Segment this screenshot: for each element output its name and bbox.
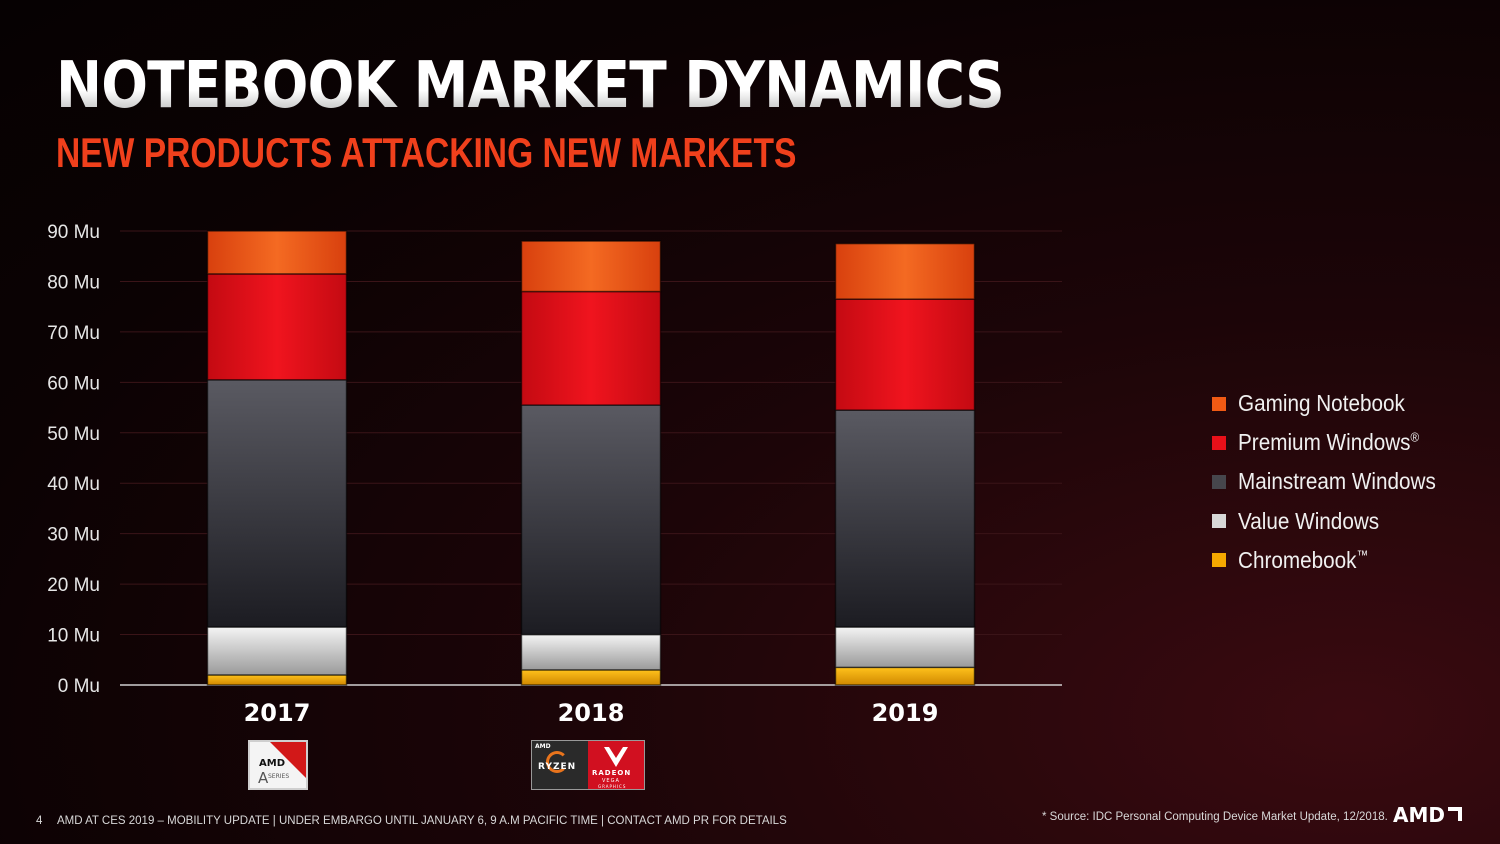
badge-series-text: SERIES (268, 773, 290, 780)
amd-a-series-badge: AMD A SERIES (248, 740, 308, 790)
bar-segment-value-windows-2018 (520, 633, 662, 671)
graphics-text: GRAPHICS (598, 784, 627, 789)
bar-segment-chromebook-2017 (206, 674, 348, 686)
x-category-label: 2017 (244, 699, 311, 727)
footer-text: AMD AT CES 2019 – MOBILITY UPDATE | UNDE… (56, 815, 787, 827)
ryzen-text: RYZEN (538, 762, 577, 772)
y-tick-label: 20 Mu (47, 575, 100, 596)
badge-letter: A (258, 769, 269, 787)
x-category-label: 2019 (872, 699, 939, 727)
slide-footer: 4 AMD AT CES 2019 – MOBILITY UPDATE | UN… (36, 815, 787, 827)
bar-segment-mainstream-windows-2018 (520, 404, 662, 636)
legend-label: Chromebook™ (1238, 546, 1369, 573)
y-tick-label: 50 Mu (47, 424, 100, 445)
radeon-badge: RADEON VEGA GRAPHICS (588, 741, 644, 789)
badge-triangle-shape (266, 742, 306, 782)
bar-segment-gaming-notebook-2019 (834, 242, 976, 300)
legend-label: Value Windows (1238, 507, 1380, 534)
badge-brand: AMD (259, 758, 285, 769)
page-number: 4 (36, 815, 43, 827)
legend-item: Gaming Notebook (1212, 384, 1458, 423)
badge-brand: AMD (535, 743, 551, 750)
amd-logo: AMD (1393, 803, 1462, 827)
bar-segment-value-windows-2019 (834, 626, 976, 669)
legend-label: Gaming Notebook (1238, 390, 1405, 417)
y-axis-labels: 0 Mu 10 Mu 20 Mu 30 Mu 40 Mu 50 Mu 60 Mu 70 Mu 8… (47, 222, 100, 697)
x-category-label: 2018 (558, 699, 625, 727)
bar-segment-premium-windows-2018 (520, 290, 662, 406)
bar-segment-chromebook-2019 (834, 666, 976, 686)
legend-swatch (1212, 474, 1226, 489)
y-tick-label: 30 Mu (47, 525, 100, 546)
bar-segment-value-windows-2017 (206, 626, 348, 676)
y-tick-label: 70 Mu (47, 323, 100, 344)
legend-label: Premium Windows® (1238, 429, 1420, 456)
y-tick-label: 60 Mu (47, 373, 100, 394)
bar-segment-gaming-notebook-2017 (206, 230, 348, 275)
legend-item: Chromebook™ (1212, 541, 1458, 580)
source-note: * Source: IDC Personal Computing Device … (1042, 811, 1388, 823)
legend-item: Mainstream Windows (1212, 462, 1458, 501)
bar-segment-mainstream-windows-2017 (206, 379, 348, 628)
radeon-vega-icon-inner (609, 747, 623, 758)
vega-text: VEGA (602, 778, 620, 784)
bar-segment-chromebook-2018 (520, 669, 662, 686)
ryzen-radeon-badge: AMD RYZEN RADEON VEGA GRAPHICS (531, 740, 645, 790)
ryzen-ring-icon (546, 751, 568, 773)
radeon-text: RADEON (592, 769, 632, 777)
y-tick-label: 0 Mu (58, 676, 100, 697)
legend-swatch (1212, 396, 1226, 411)
bar-segment-premium-windows-2017 (206, 273, 348, 381)
legend-item: Value Windows (1212, 502, 1458, 541)
legend-swatch (1212, 514, 1226, 529)
bars (206, 230, 976, 686)
y-tick-label: 90 Mu (47, 222, 100, 243)
legend-swatch (1212, 435, 1226, 450)
x-axis-labels: 2017 2018 2019 (244, 699, 939, 727)
legend-label: Mainstream Windows (1238, 468, 1436, 495)
slide-title: NOTEBOOK MARKET DYNAMICS (56, 46, 1005, 126)
y-tick-label: 40 Mu (47, 474, 100, 495)
legend-swatch (1212, 553, 1226, 568)
bar-segment-mainstream-windows-2019 (834, 409, 976, 628)
amd-logo-text: AMD (1393, 803, 1445, 827)
slide-subtitle: NEW PRODUCTS ATTACKING NEW MARKETS (56, 129, 797, 176)
chart-legend: Gaming Notebook Premium Windows® Mainstrea… (1212, 384, 1458, 580)
bar-segment-premium-windows-2019 (834, 298, 976, 411)
amd-arrow-icon (1447, 807, 1462, 821)
bar-segment-gaming-notebook-2018 (520, 240, 662, 293)
y-tick-label: 80 Mu (47, 272, 100, 293)
ryzen-badge: AMD RYZEN (532, 741, 588, 789)
y-tick-label: 10 Mu (47, 626, 100, 647)
legend-item: Premium Windows® (1212, 423, 1458, 462)
